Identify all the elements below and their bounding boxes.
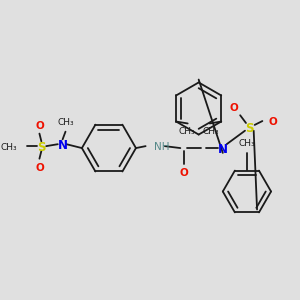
Text: S: S xyxy=(37,141,46,154)
Text: CH₃: CH₃ xyxy=(202,127,219,136)
Text: NH: NH xyxy=(154,142,170,152)
Text: N: N xyxy=(58,139,68,152)
Text: CH₃: CH₃ xyxy=(178,127,195,136)
Text: N: N xyxy=(218,143,228,156)
Text: O: O xyxy=(229,103,238,112)
Text: CH₃: CH₃ xyxy=(238,139,255,148)
Text: CH₃: CH₃ xyxy=(57,118,74,127)
Text: CH₃: CH₃ xyxy=(1,142,17,152)
Text: O: O xyxy=(35,164,44,173)
Text: O: O xyxy=(180,168,189,178)
Text: O: O xyxy=(268,117,278,127)
Text: S: S xyxy=(246,122,254,135)
Text: O: O xyxy=(35,121,44,131)
